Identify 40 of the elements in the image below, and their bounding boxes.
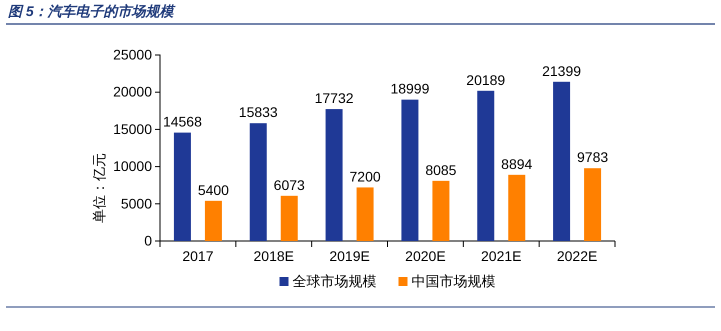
bar — [326, 109, 343, 241]
bar — [356, 187, 374, 241]
data-label: 15833 — [238, 104, 278, 120]
x-tick-label: 2017 — [182, 248, 214, 264]
x-tick-label: 2021E — [481, 248, 522, 264]
data-label: 8085 — [425, 162, 457, 178]
bar — [477, 90, 494, 241]
legend-label: 全球市场规模 — [292, 273, 376, 289]
bar — [508, 174, 526, 241]
y-tick-label: 25000 — [113, 46, 152, 62]
bar — [250, 123, 267, 241]
data-label: 5400 — [198, 182, 230, 198]
data-label: 21399 — [542, 62, 582, 79]
data-label: 8894 — [501, 156, 533, 172]
chart-title: 图 5：汽车电子的市场规模 — [8, 3, 177, 19]
y-tick-label: 5000 — [120, 195, 152, 212]
data-label: 9783 — [577, 149, 608, 166]
x-tick-label: 2020E — [405, 248, 446, 264]
x-tick-label: 2022E — [556, 248, 598, 264]
data-label: 20189 — [466, 72, 506, 88]
bar — [280, 196, 298, 241]
bar — [553, 82, 570, 241]
bar — [584, 168, 602, 241]
legend-label: 中国市场规模 — [412, 273, 496, 289]
bar — [204, 200, 222, 241]
data-label: 7200 — [350, 168, 381, 184]
bar — [401, 100, 418, 241]
data-label: 6073 — [274, 176, 306, 193]
bar — [174, 132, 191, 241]
data-label: 14568 — [162, 114, 202, 130]
y-tick-label: 20000 — [113, 84, 152, 100]
x-tick-label: 2019E — [329, 248, 370, 264]
y-tick-label: 0 — [144, 232, 152, 248]
y-axis-title: 单位：亿元 — [91, 153, 107, 223]
bar — [432, 180, 450, 241]
y-tick-label: 15000 — [113, 120, 152, 137]
x-tick-label: 2018E — [254, 248, 294, 264]
data-label: 18999 — [390, 80, 430, 97]
data-label: 17732 — [314, 90, 354, 106]
y-tick-label: 10000 — [113, 158, 152, 174]
